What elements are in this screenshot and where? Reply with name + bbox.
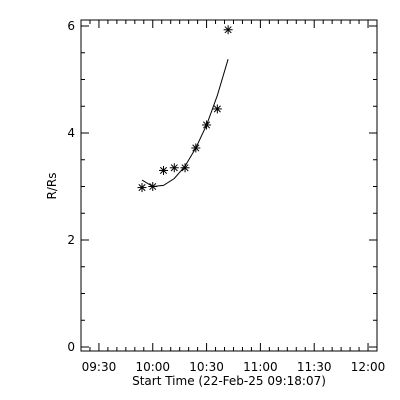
data-point — [159, 165, 169, 175]
x-tick-label: 10:30 — [189, 360, 224, 374]
data-point — [169, 163, 179, 173]
x-axis-label: Start Time (22-Feb-25 09:18:07) — [132, 374, 326, 388]
data-point — [180, 163, 190, 173]
x-tick-label: 11:00 — [243, 360, 278, 374]
data-point — [223, 25, 233, 35]
data-point — [202, 120, 212, 130]
x-tick-label: 11:30 — [297, 360, 332, 374]
y-tick-label: 0 — [67, 340, 75, 354]
y-tick-label: 2 — [67, 233, 75, 247]
x-tick-label: 10:00 — [135, 360, 170, 374]
x-tick-label: 09:30 — [82, 360, 117, 374]
data-point — [137, 183, 147, 193]
plot-frame — [80, 19, 378, 352]
y-tick-label: 6 — [67, 19, 75, 33]
x-tick-label: 12:00 — [351, 360, 386, 374]
data-point — [191, 143, 201, 153]
y-axis-label: R/Rs — [45, 173, 59, 200]
data-point — [148, 182, 158, 191]
y-tick-label: 4 — [67, 126, 75, 140]
data-point — [212, 104, 222, 114]
